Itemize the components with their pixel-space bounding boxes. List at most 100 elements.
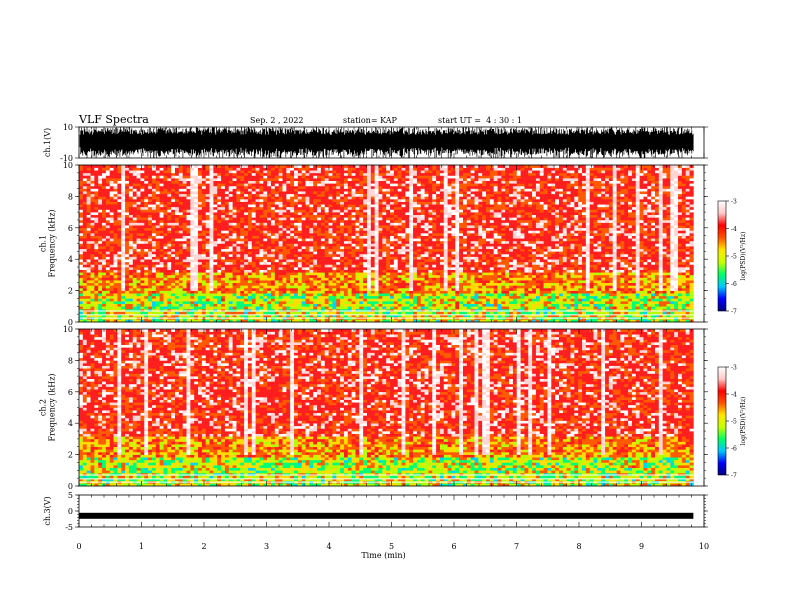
spectrogram-cell: [91, 288, 95, 291]
spectrogram-cell: [236, 189, 240, 192]
spectrogram-cell: [91, 285, 95, 288]
spectrogram-cell: [190, 230, 194, 233]
spectrogram-cell: [175, 275, 179, 278]
spectrogram-cell: [321, 191, 325, 194]
spectrogram-cell: [198, 230, 202, 233]
spectrogram-cell: [144, 278, 148, 281]
spectrogram-cell: [329, 296, 333, 299]
spectrogram-cell: [167, 246, 171, 249]
spectrogram-cell: [94, 238, 98, 241]
spectrogram-cell: [313, 285, 317, 288]
spectrogram-cell: [286, 170, 290, 173]
spectrogram-cell: [152, 228, 156, 231]
spectrogram-cell: [236, 238, 240, 241]
spectrogram-cell: [221, 270, 225, 273]
spectrogram-cell: [160, 249, 164, 252]
spectrogram-cell: [114, 207, 118, 210]
spectrogram-cell: [187, 196, 191, 199]
spectrogram-cell: [221, 272, 225, 275]
spectrogram-cell: [140, 293, 144, 296]
spectrogram-cell: [125, 170, 129, 173]
spectrogram-cell: [379, 306, 383, 309]
spectrogram-cell: [371, 202, 375, 205]
spectrogram-cell: [306, 217, 310, 220]
spectrogram-cell: [229, 246, 233, 249]
spectrogram-cell: [359, 301, 363, 304]
spectrogram-cell: [236, 223, 240, 226]
spectrogram-cell: [256, 244, 260, 247]
spectrogram-cell: [87, 230, 91, 233]
spectrogram-cell: [213, 246, 217, 249]
spectrogram-cell: [167, 204, 171, 207]
spectrogram-cell: [375, 285, 379, 288]
spectrogram-cell: [325, 280, 329, 283]
spectrogram-cell: [98, 291, 102, 294]
spectrogram-cell: [313, 244, 317, 247]
spectrogram-cell: [344, 275, 348, 278]
spectrogram-cell: [171, 304, 175, 307]
spectrogram-cell: [329, 283, 333, 286]
spectrogram-cell: [336, 178, 340, 181]
spectrogram-cell: [252, 272, 256, 275]
spectrogram-cell: [275, 230, 279, 233]
spectrogram-cell: [348, 217, 352, 220]
spectrogram-cell: [375, 298, 379, 301]
spectrogram-cell: [91, 278, 95, 281]
spectrogram-cell: [286, 249, 290, 252]
spectrogram-cell: [148, 312, 152, 315]
spectrogram-cell: [156, 181, 160, 184]
spectrogram-cell: [259, 298, 263, 301]
spectrogram-cell: [121, 272, 125, 275]
spectrogram-cell: [294, 173, 298, 176]
spectrogram-cell: [348, 293, 352, 296]
spectrogram-cell: [286, 220, 290, 223]
spectrogram-cell: [125, 270, 129, 273]
spectrogram-cell: [94, 215, 98, 218]
spectrogram-cell: [194, 291, 198, 294]
spectrogram-cell: [179, 312, 183, 315]
spectrogram-cell: [194, 215, 198, 218]
spectrogram-cell: [233, 312, 237, 315]
spectrogram-cell: [263, 236, 267, 239]
spectrogram-cell: [375, 254, 379, 257]
spectrogram-cell: [344, 225, 348, 228]
spectrogram-cell: [375, 259, 379, 262]
spectrogram-cell: [194, 246, 198, 249]
spectrogram-cell: [140, 280, 144, 283]
spectrogram-cell: [359, 241, 363, 244]
spectrogram-cell: [294, 244, 298, 247]
spectrogram-cell: [386, 181, 390, 184]
spectrogram-cell: [244, 251, 248, 254]
spectrogram-cell: [313, 293, 317, 296]
spectrogram-cell: [202, 241, 206, 244]
spectrogram-cell: [171, 191, 175, 194]
spectrogram-cell: [210, 178, 214, 181]
spectrogram-cell: [94, 225, 98, 228]
spectrogram-cell: [117, 285, 121, 288]
spectrogram-cell: [179, 278, 183, 281]
spectrogram-cell: [125, 275, 129, 278]
spectrogram-cell: [133, 275, 137, 278]
spectrogram-cell: [117, 191, 121, 194]
spectrogram-cell: [290, 194, 294, 197]
spectrogram-cell: [171, 262, 175, 265]
spectrogram-cell: [244, 241, 248, 244]
spectrogram-cell: [386, 196, 390, 199]
spectrogram-cell: [298, 215, 302, 218]
spectrogram-cell: [344, 257, 348, 260]
spectrogram-cell: [352, 236, 356, 239]
spectrogram-cell: [263, 293, 267, 296]
spectrogram-cell: [283, 301, 287, 304]
spectrogram-cell: [225, 246, 229, 249]
spectrogram-cell: [371, 236, 375, 239]
spectrogram-cell: [114, 244, 118, 247]
spectrogram-cell: [102, 225, 106, 228]
spectrogram-cell: [125, 278, 129, 281]
spectrogram-cell: [259, 220, 263, 223]
spectrogram-cell: [206, 254, 210, 257]
spectrogram-cell: [229, 194, 233, 197]
spectrogram-cell: [175, 301, 179, 304]
spectrogram-cell: [129, 183, 133, 186]
spectrogram-cell: [175, 236, 179, 239]
spectrogram-cell: [163, 199, 167, 202]
